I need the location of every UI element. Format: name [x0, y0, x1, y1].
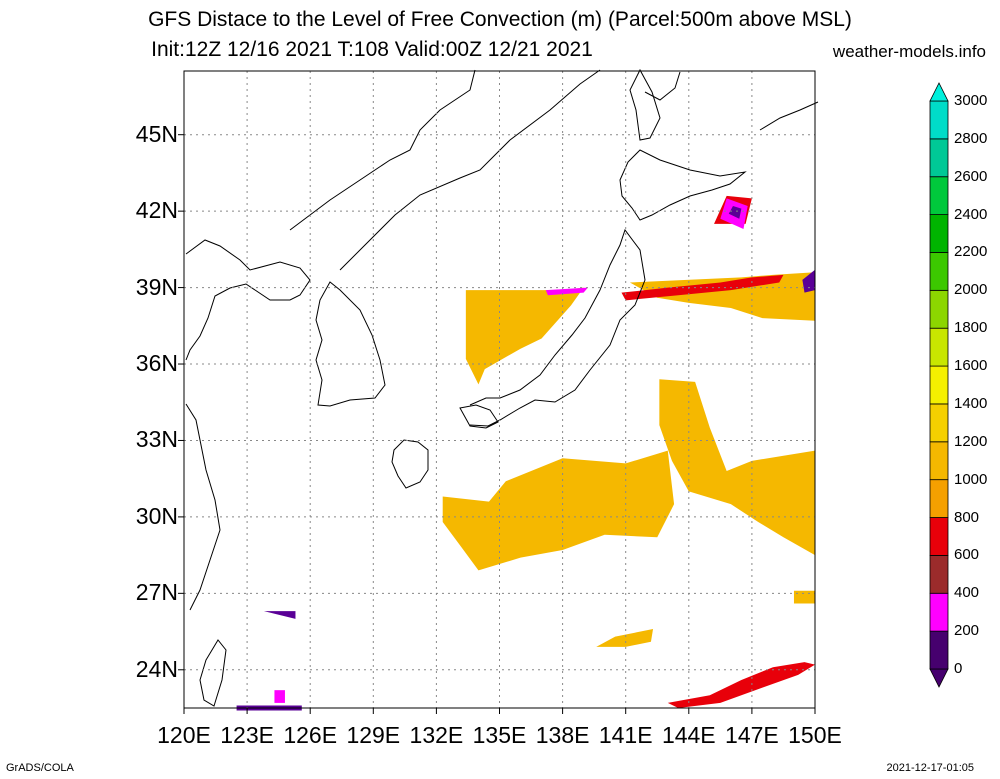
colorbar-label: 600 — [954, 546, 980, 564]
colorbar-label: 2200 — [954, 243, 988, 261]
lat-tick-label: 33N — [135, 426, 178, 453]
lat-tick-label: 42N — [135, 197, 178, 224]
colorbar-segment — [929, 592, 949, 632]
colorbar-segment — [929, 555, 949, 594]
coastline-shikoku — [459, 404, 499, 429]
colorbar-under-triangle — [929, 668, 949, 688]
lon-tick-label: 144E — [661, 722, 716, 748]
colorbar-label: 3000 — [954, 92, 988, 109]
colorbar-label: 1400 — [954, 394, 988, 412]
lon-tick-label: 141E — [598, 722, 653, 748]
lon-tick-label: 132E — [409, 722, 464, 748]
lfc-region-purple-kuril — [728, 206, 742, 219]
colorbar-segment — [929, 100, 949, 140]
coastline-russia — [289, 69, 476, 231]
colorbar-label: 2800 — [954, 129, 988, 147]
coastline-layer — [185, 68, 819, 707]
colorbar-segment — [929, 138, 949, 178]
lfc-region-red-south-band — [667, 662, 815, 708]
coastline-china-south — [185, 403, 221, 611]
colorbar-segment — [929, 214, 949, 253]
lfc-region-purple-strip — [263, 611, 296, 619]
coastline-kyushu — [391, 439, 429, 489]
colorbar-label: 2000 — [954, 281, 988, 299]
colorbar — [929, 82, 949, 688]
coastline-honshu — [469, 228, 646, 427]
colorbar-label: 200 — [954, 622, 980, 640]
colorbar-segment — [929, 441, 949, 481]
lon-tick-label: 150E — [788, 722, 842, 748]
lfc-region-red-east-band — [621, 274, 784, 301]
lfc-fill-layer — [236, 195, 815, 711]
lon-tick-label: 147E — [725, 722, 779, 748]
software-credit: GrADS/COLA — [6, 762, 74, 774]
lon-tick-label: 129E — [346, 722, 401, 748]
title-line-2: Init:12Z 12/16 2021 T:108 Valid:00Z 12/2… — [151, 38, 593, 61]
lon-tick-label: 135E — [472, 722, 527, 748]
lon-tick-label: 123E — [220, 722, 274, 748]
lfc-region-south-of-japan — [442, 450, 675, 571]
lfc-region-south-pacific-patch — [793, 590, 815, 604]
lat-tick-label: 39N — [135, 273, 178, 300]
coastline-kuril — [759, 101, 819, 131]
coastline-sakhalin — [629, 68, 661, 141]
colorbar-label: 1200 — [954, 432, 988, 450]
coastline-sakhalin-n — [644, 71, 681, 101]
colorbar-label: 2600 — [954, 167, 988, 185]
colorbar-segment — [929, 403, 949, 443]
coastline-taiwan — [199, 639, 227, 707]
colorbar-segment — [929, 479, 949, 518]
colorbar-label: 800 — [954, 508, 980, 526]
colorbar-over-triangle — [929, 82, 949, 102]
colorbar-label: 400 — [954, 584, 980, 602]
lon-tick-label: 120E — [157, 722, 211, 748]
lon-tick-label: 126E — [283, 722, 338, 748]
colorbar-label: 1000 — [954, 470, 988, 488]
colorbar-label: 2400 — [954, 205, 988, 223]
graticule — [184, 71, 815, 708]
lfc-region-central-japan-sea — [465, 287, 584, 385]
colorbar-segment — [929, 176, 949, 216]
generated-timestamp: 2021-12-17-01:05 — [886, 762, 974, 774]
colorbar-label: 0 — [954, 660, 963, 677]
lat-tick-label: 45N — [135, 120, 178, 147]
lat-tick-label: 24N — [135, 655, 178, 682]
colorbar-label: 1600 — [954, 357, 988, 375]
lfc-region-pacific-east-band — [659, 379, 815, 556]
lfc-region-south-streak — [596, 629, 654, 647]
lfc-region-purple-east — [802, 269, 815, 293]
lfc-region-magenta-south — [274, 690, 285, 703]
lfc-region-magenta-japan-sea — [545, 287, 588, 296]
colorbar-segment — [929, 252, 949, 291]
source-label: weather-models.info — [832, 42, 986, 61]
lfc-region-nw-pacific-east — [629, 272, 815, 321]
coastline-china — [185, 239, 311, 361]
lat-tick-label: 27N — [135, 579, 178, 606]
colorbar-segment — [929, 289, 949, 329]
colorbar-label: 1800 — [954, 319, 988, 337]
lon-tick-label: 138E — [535, 722, 590, 748]
colorbar-segment — [929, 517, 949, 556]
colorbar-segment — [929, 630, 949, 670]
lat-tick-label: 36N — [135, 350, 178, 377]
lat-tick-label: 30N — [135, 502, 178, 529]
coastline-korea — [315, 281, 386, 407]
title-line-1: GFS Distace to the Level of Free Convect… — [148, 8, 852, 31]
colorbar-segment — [929, 365, 949, 405]
coastline-russia-east — [339, 69, 601, 271]
axis-ticks — [178, 134, 816, 714]
coastline-hokkaido — [619, 149, 747, 221]
colorbar-segment — [929, 327, 949, 367]
